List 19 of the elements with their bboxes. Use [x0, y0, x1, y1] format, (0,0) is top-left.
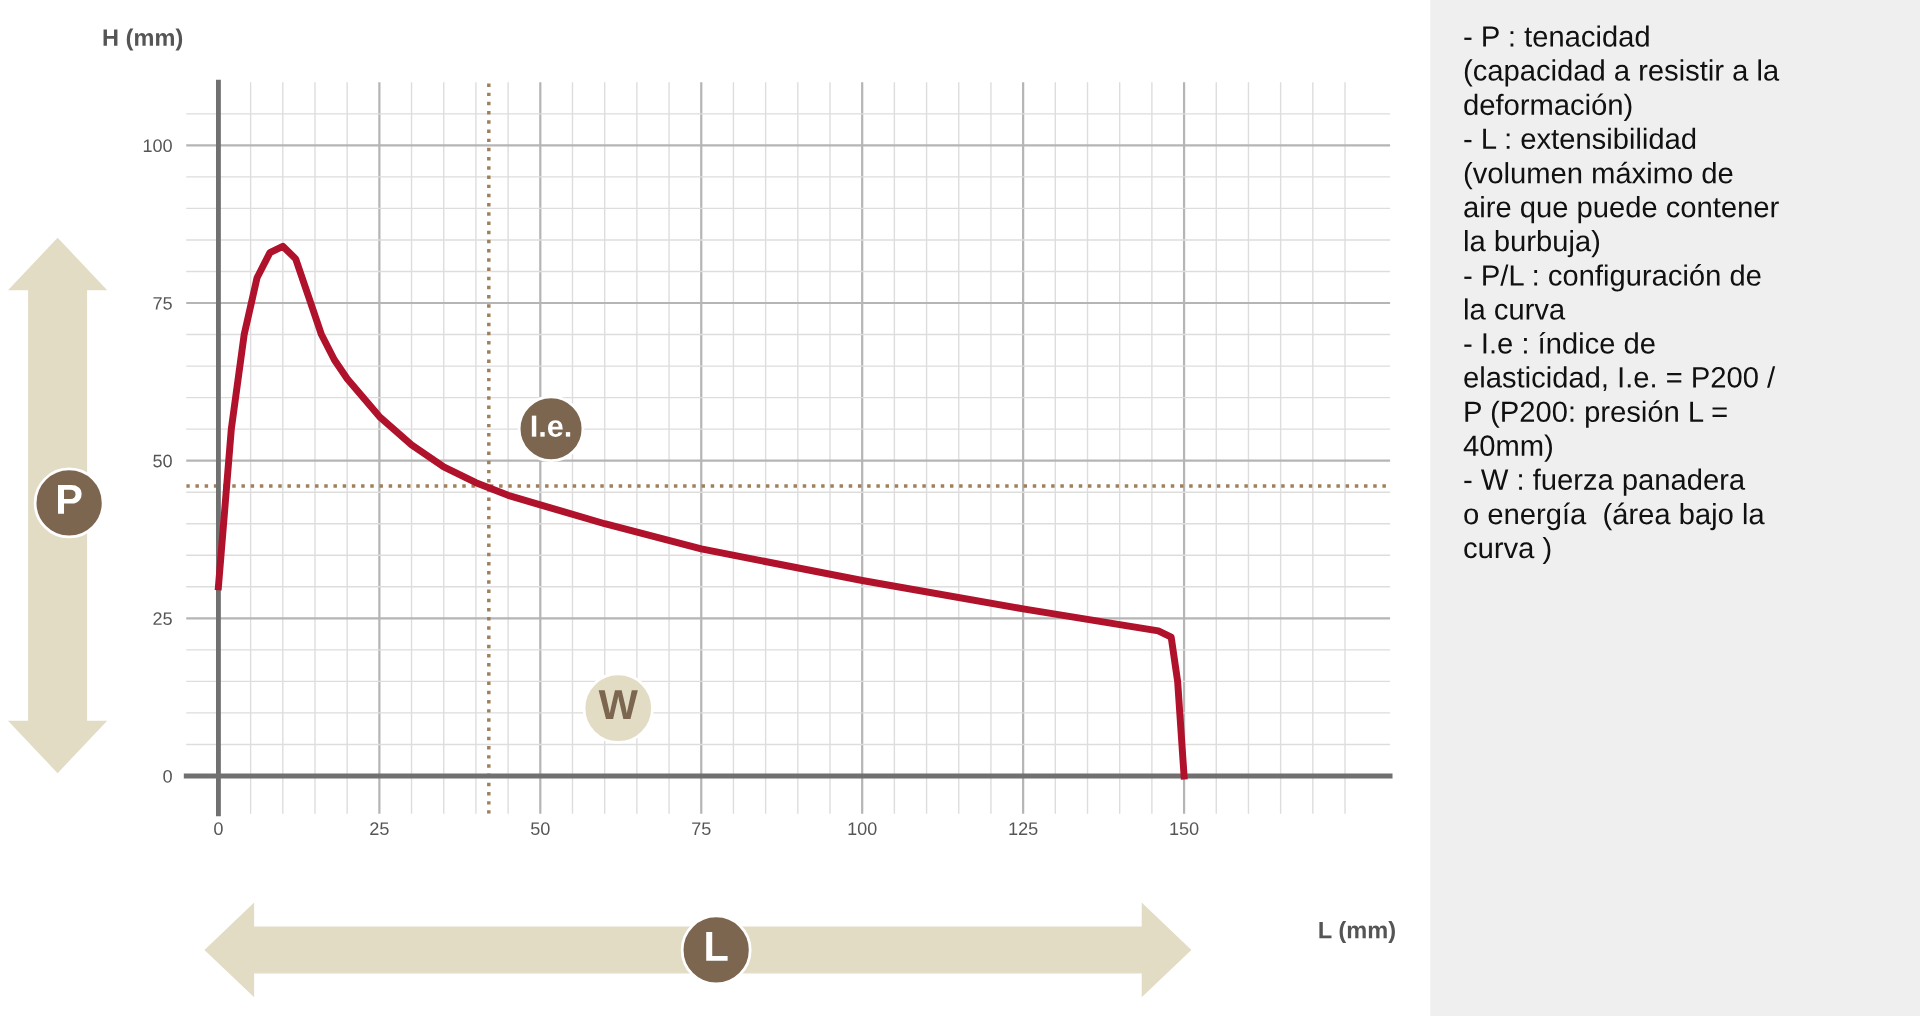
x-tick-label: 125 — [1009, 822, 1038, 836]
text: P — [58, 485, 82, 514]
y-tick-label: 25 — [153, 612, 172, 626]
text: - P : tenacidad (capacidad a resistir a la deformación) - L : extensibilidad (volumen máximo de aire que puede contener la burbuja) - P/L : configuración de la curva - I.e : índice de elasticidad, I.e. = P200 / P (P200: presión L = 40mm) - W : fuerza panadera o energía (área bajo la curva ) — [1463, 25, 1780, 565]
x-tick-label: 150 — [1170, 822, 1199, 836]
y-tick-label: 0 — [163, 769, 172, 783]
x-tick-label: 50 — [530, 822, 550, 836]
x-tick-label: 75 — [692, 822, 711, 836]
y-tick-label: 50 — [153, 454, 172, 468]
x-tick-label: 100 — [848, 822, 877, 836]
y-tick-label: 75 — [153, 297, 172, 310]
text: L — [706, 932, 728, 961]
x-tick-label: 0 — [214, 822, 223, 836]
x-axis-title: L (mm) — [1319, 921, 1395, 944]
x-tick-label: 25 — [370, 822, 389, 836]
annotation: W — [598, 690, 638, 719]
y-tick-label: 100 — [143, 139, 172, 153]
y-axis-title: H (mm) — [103, 28, 183, 51]
annotation: I.e. — [531, 415, 571, 437]
